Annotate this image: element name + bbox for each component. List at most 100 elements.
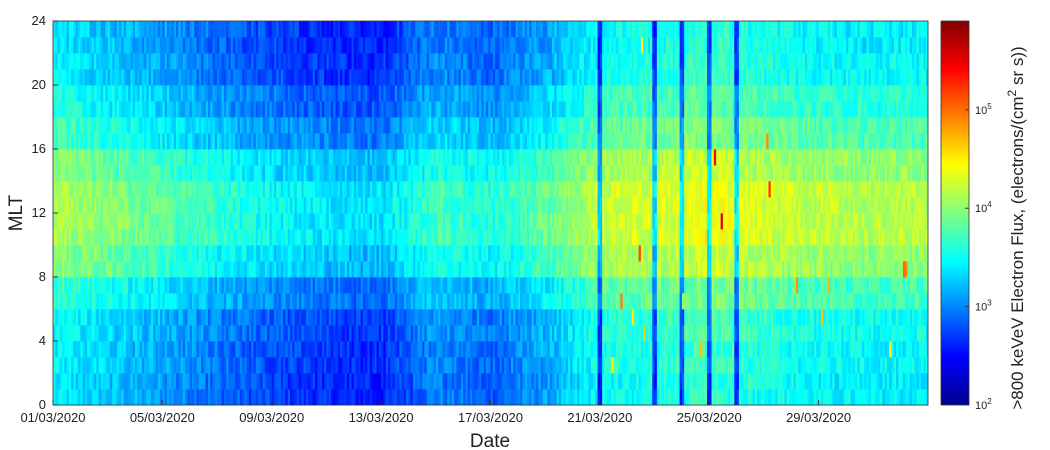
heatmap-cell: [909, 389, 913, 406]
heatmap-cell: [415, 197, 418, 214]
heatmap-cell: [155, 277, 159, 294]
heatmap-cell: [217, 357, 220, 374]
heatmap-cell: [565, 229, 569, 246]
heatmap-cell: [763, 341, 767, 358]
heatmap-cell: [743, 309, 747, 326]
heatmap-cell: [351, 341, 355, 358]
heatmap-cell: [916, 197, 920, 214]
heatmap-cell: [150, 373, 154, 390]
heatmap-cell: [702, 261, 706, 278]
heatmap-cell: [499, 293, 503, 310]
heatmap-cell: [132, 357, 136, 374]
heatmap-cell: [221, 197, 225, 214]
heatmap-cell: [526, 293, 530, 310]
heatmap-cell: [877, 277, 881, 294]
heatmap-cell: [91, 197, 95, 214]
heatmap-cell: [538, 309, 542, 326]
heatmap-cell: [695, 309, 699, 326]
heatmap-cell: [440, 213, 444, 230]
heatmap-cell: [820, 389, 824, 406]
heatmap-cell: [476, 357, 480, 374]
heatmap-cell: [317, 341, 320, 358]
heatmap-cell: [583, 293, 587, 310]
heatmap-cell: [116, 325, 120, 342]
heatmap-cell: [328, 277, 332, 294]
heatmap-cell: [636, 357, 640, 374]
heatmap-cell: [574, 229, 578, 246]
heatmap-cell: [192, 309, 195, 326]
heatmap-cell: [98, 357, 102, 374]
heatmap-cell: [485, 277, 489, 294]
heatmap-cell: [141, 213, 145, 230]
heatmap-cell: [912, 261, 915, 278]
heatmap-cell: [665, 325, 669, 342]
heatmap-cell: [511, 309, 514, 326]
heatmap-cell: [618, 277, 621, 294]
heatmap-cell: [235, 197, 238, 214]
heatmap-cell: [53, 373, 56, 390]
heatmap-cell: [342, 245, 346, 262]
heatmap-cell: [636, 325, 640, 342]
heatmap-cell: [299, 357, 302, 374]
heatmap-cell: [210, 389, 213, 406]
heatmap-cell: [469, 213, 473, 230]
heatmap-cell: [691, 261, 694, 278]
heatmap-cell: [228, 341, 232, 358]
heatmap-cell: [123, 277, 127, 294]
heatmap-cell: [157, 245, 161, 262]
heatmap-cell: [702, 309, 706, 326]
heatmap-cell: [793, 389, 797, 406]
heatmap-cell: [624, 261, 628, 278]
heatmap-cell: [98, 389, 102, 406]
heatmap-cell: [358, 389, 362, 406]
heatmap-cell: [96, 293, 99, 310]
heatmap-cell: [877, 373, 881, 390]
heatmap-cell: [157, 261, 161, 278]
heatmap-cell: [875, 373, 879, 390]
heatmap-cell: [679, 229, 683, 246]
heatmap-cell: [426, 389, 430, 406]
heatmap-cell: [383, 213, 387, 230]
heatmap-cell: [125, 309, 129, 326]
heatmap-cell: [219, 373, 223, 390]
heatmap-cell: [442, 373, 446, 390]
heatmap-cell: [722, 373, 726, 390]
heatmap-cell: [839, 389, 842, 406]
heatmap-cell: [620, 341, 624, 358]
heatmap-cell: [198, 245, 202, 262]
heatmap-cell: [529, 357, 532, 374]
heatmap-cell: [180, 293, 184, 310]
heatmap-cell: [896, 245, 899, 262]
heatmap-cell: [836, 197, 840, 214]
heatmap-cell: [536, 277, 539, 294]
heatmap-cell: [64, 197, 68, 214]
heatmap-cell: [866, 373, 870, 390]
heatmap-cell: [185, 197, 188, 214]
heatmap-cell: [390, 261, 393, 278]
heatmap-cell: [620, 261, 624, 278]
heatmap-cell: [230, 245, 234, 262]
heatmap-cell: [816, 293, 820, 310]
heatmap-cell: [720, 325, 724, 342]
heatmap-cell: [533, 277, 537, 294]
heatmap-cell: [369, 293, 373, 310]
heatmap-cell: [114, 373, 118, 390]
heatmap-cell: [886, 357, 890, 374]
heatmap-cell: [378, 325, 382, 342]
heatmap-cell: [627, 325, 630, 342]
heatmap-cell: [492, 373, 496, 390]
heatmap-cell: [861, 245, 865, 262]
heatmap-cell: [162, 373, 166, 390]
heatmap-cell: [845, 213, 849, 230]
heatmap-cell: [777, 229, 781, 246]
heatmap-cell: [394, 341, 398, 358]
heatmap-cell: [75, 293, 79, 310]
heatmap-cell: [832, 357, 835, 374]
heatmap-cell: [752, 309, 756, 326]
heatmap-cell: [515, 357, 519, 374]
heatmap-cell: [378, 229, 382, 246]
heatmap-cell: [588, 261, 592, 278]
heatmap-cell: [424, 389, 428, 406]
heatmap-cell: [182, 389, 186, 406]
heatmap-cell: [825, 261, 829, 278]
